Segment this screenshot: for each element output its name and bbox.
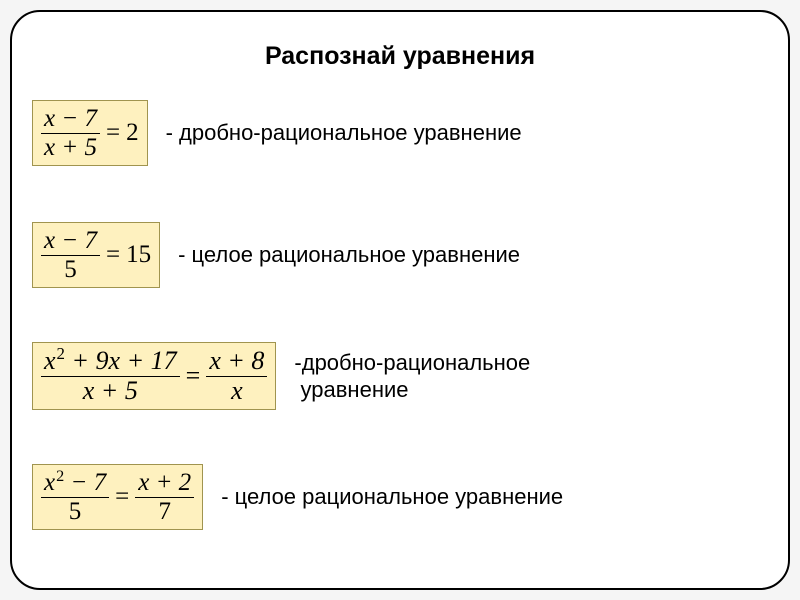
denominator: x + 5: [80, 377, 141, 406]
equation-row-2: x − 7 5 = 15 - целое рациональное уравне…: [32, 222, 772, 288]
equals-sign: =: [106, 241, 120, 269]
num-rest: − 7: [64, 469, 106, 496]
equation-row-1: x − 7 x + 5 = 2 - дробно-рациональное ур…: [32, 100, 772, 166]
fraction: x − 7 x + 5: [41, 105, 100, 161]
equation-row-4: x2 − 7 5 = x + 2 7 - целое рациональное …: [32, 464, 772, 530]
numerator: x − 7: [41, 105, 100, 134]
equals-sign: =: [115, 483, 129, 511]
numerator: x2 + 9x + 17: [41, 347, 180, 377]
equals-sign: =: [106, 119, 120, 147]
equation-desc-3: -дробно-рациональное уравнение: [294, 349, 530, 404]
equation-box-1: x − 7 x + 5 = 2: [32, 100, 148, 166]
equation-box-4: x2 − 7 5 = x + 2 7: [32, 464, 203, 530]
equation-desc-4: - целое рациональное уравнение: [221, 484, 563, 510]
denominator: x + 5: [41, 134, 100, 162]
fraction: x − 7 5: [41, 227, 100, 283]
denominator: 7: [155, 498, 174, 526]
numerator: x + 8: [206, 347, 267, 377]
numerator: x2 − 7: [41, 469, 109, 498]
fraction-right: x + 2 7: [135, 469, 194, 525]
slide-title: Распознай уравнения: [12, 42, 788, 71]
numerator: x + 2: [135, 469, 194, 498]
equals-sign: =: [186, 361, 201, 391]
slide-frame: Распознай уравнения x − 7 x + 5 = 2 - др…: [10, 10, 790, 590]
rhs-value: 2: [126, 119, 139, 147]
equation-box-2: x − 7 5 = 15: [32, 222, 160, 288]
equation-row-3: x2 + 9x + 17 x + 5 = x + 8 x -дробно-рац…: [32, 342, 772, 410]
equation-box-3: x2 + 9x + 17 x + 5 = x + 8 x: [32, 342, 276, 410]
denominator: 5: [61, 256, 80, 284]
num-rest: + 9x + 17: [65, 346, 177, 375]
var-x: x: [44, 346, 56, 375]
fraction-left: x2 + 9x + 17 x + 5: [41, 347, 180, 405]
fraction-left: x2 − 7 5: [41, 469, 109, 525]
exponent-2: 2: [57, 344, 65, 363]
numerator: x − 7: [41, 227, 100, 256]
equation-desc-1: - дробно-рациональное уравнение: [166, 120, 522, 146]
fraction-right: x + 8 x: [206, 347, 267, 405]
var-x: x: [44, 469, 55, 496]
denominator: 5: [66, 498, 85, 526]
rhs-value: 15: [126, 241, 151, 269]
denominator: x: [228, 377, 246, 406]
equation-desc-2: - целое рациональное уравнение: [178, 242, 520, 268]
